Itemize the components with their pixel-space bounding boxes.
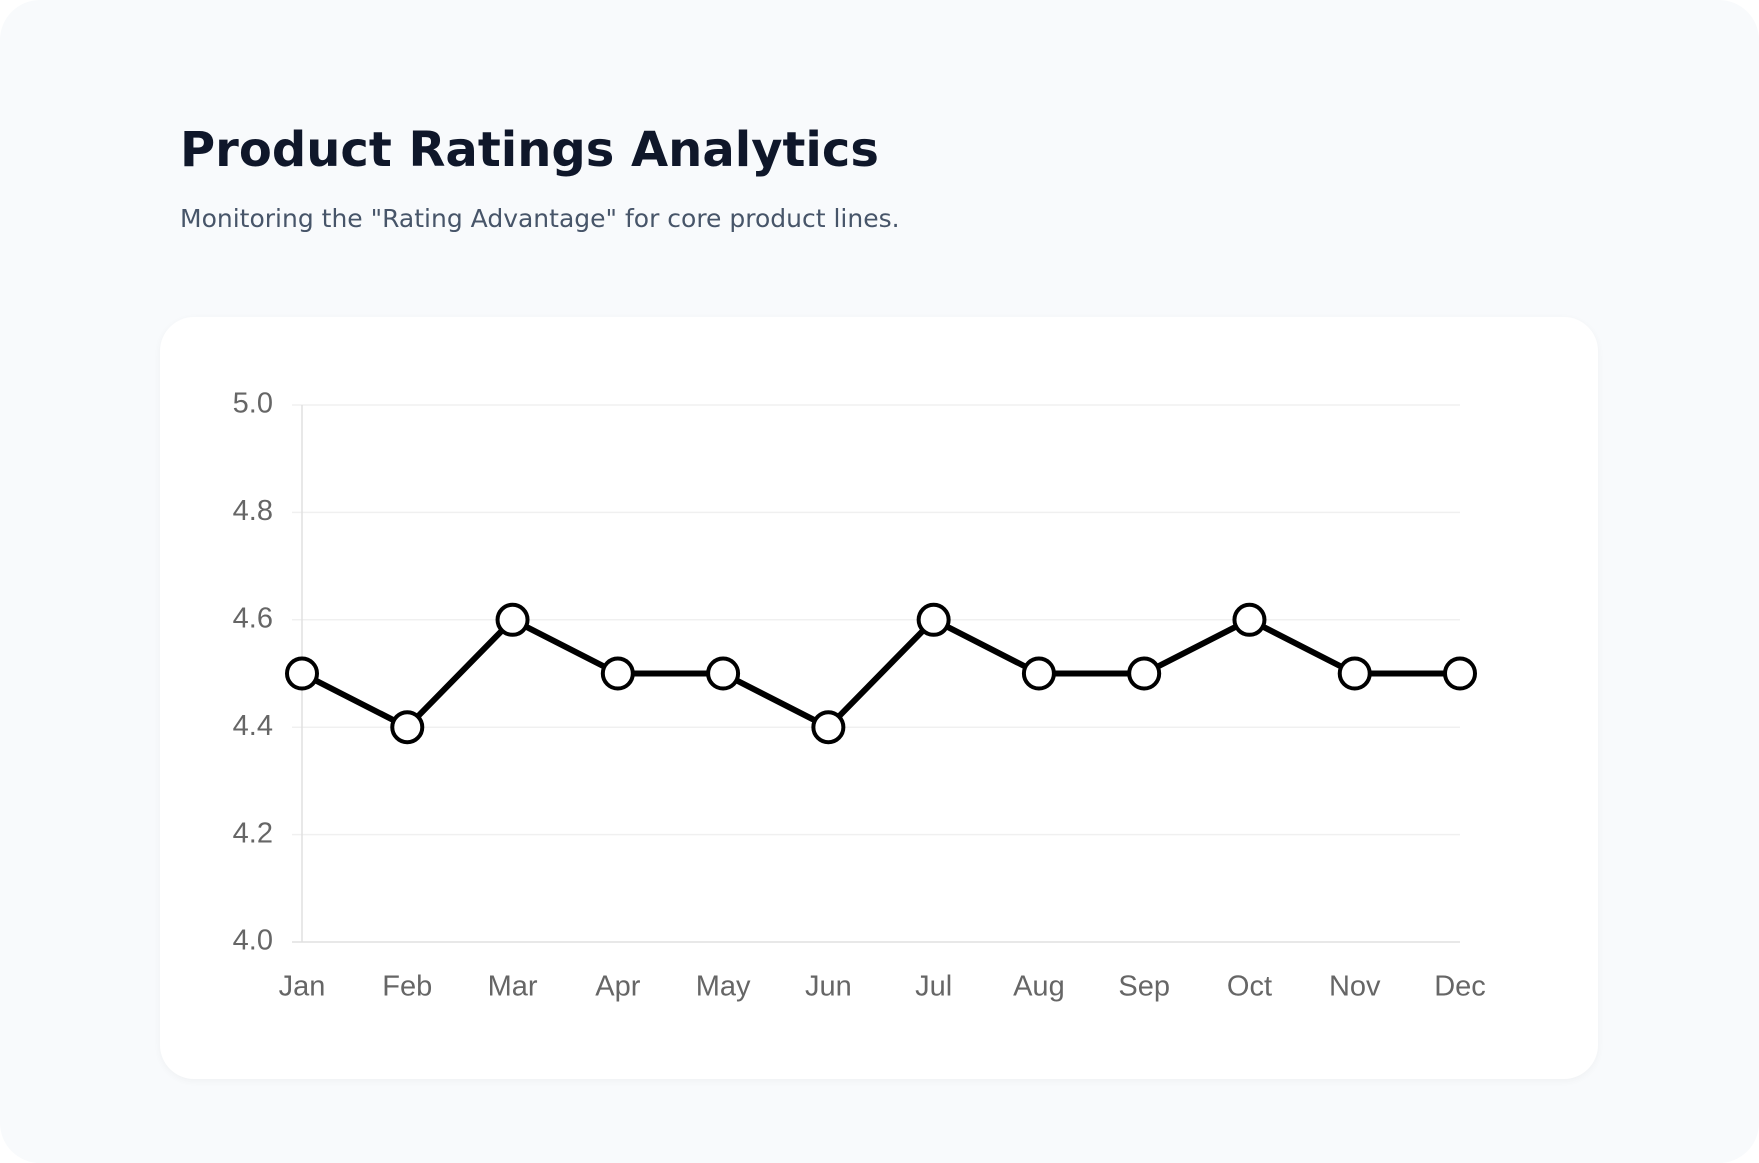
x-tick-label: Aug xyxy=(1013,971,1065,1003)
data-point xyxy=(811,710,846,745)
data-point xyxy=(1127,656,1162,691)
data-point xyxy=(1337,656,1372,691)
data-point xyxy=(1021,656,1056,691)
y-tick-label: 5.0 xyxy=(233,388,273,420)
x-tick-label: Jul xyxy=(915,971,952,1003)
x-tick-label: Nov xyxy=(1329,971,1381,1003)
x-tick-label: Sep xyxy=(1118,971,1170,1003)
y-tick-label: 4.0 xyxy=(233,925,273,957)
page-title: Product Ratings Analytics xyxy=(180,122,879,178)
data-point xyxy=(390,710,425,745)
x-tick-label: Dec xyxy=(1434,971,1486,1003)
x-tick-label: May xyxy=(696,971,751,1003)
data-point xyxy=(916,602,951,637)
y-tick-label: 4.6 xyxy=(233,602,273,634)
x-tick-label: Oct xyxy=(1227,971,1272,1003)
data-point xyxy=(706,656,741,691)
page-subtitle: Monitoring the "Rating Advantage" for co… xyxy=(180,204,900,233)
data-point xyxy=(285,656,319,691)
x-tick-label: Feb xyxy=(382,971,432,1003)
x-tick-label: Jun xyxy=(805,971,852,1003)
data-line xyxy=(300,616,1460,731)
data-point xyxy=(495,602,530,637)
y-tick-label: 4.4 xyxy=(233,710,273,742)
data-point xyxy=(1443,656,1477,691)
x-tick-label: Jan xyxy=(279,971,326,1003)
x-tick-label: Mar xyxy=(488,971,538,1003)
chart-card xyxy=(160,317,1598,1079)
x-tick-label: Apr xyxy=(595,971,640,1003)
data-point xyxy=(1232,602,1267,637)
data-point xyxy=(600,656,635,691)
y-tick-label: 4.2 xyxy=(233,817,273,849)
y-tick-label: 4.8 xyxy=(233,495,273,527)
